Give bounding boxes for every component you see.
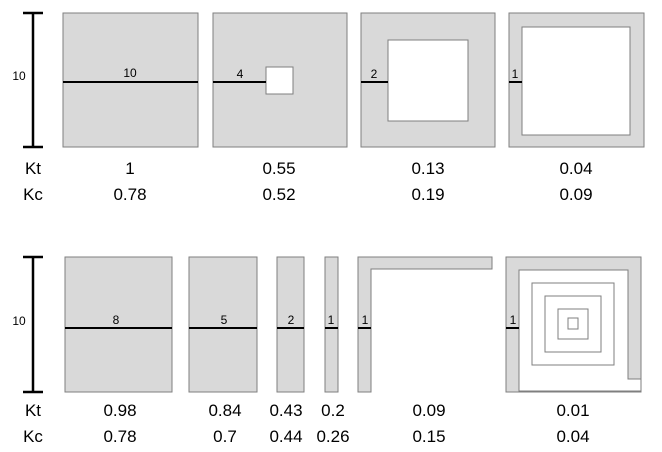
shape-l-angle: 1 (357, 256, 493, 393)
kt-row-label: Kt (25, 159, 41, 178)
shape-label: 2 (371, 67, 378, 81)
kt-value: 0.43 (269, 401, 302, 420)
kt-value: 0.98 (103, 401, 136, 420)
shape-thin-frame: 1 (508, 12, 645, 148)
kc-value: 0.78 (113, 185, 146, 204)
kt-value: 0.13 (411, 159, 444, 178)
kc-value: 0.04 (556, 427, 589, 446)
shape-label: 4 (237, 67, 244, 81)
shape-rect-thin: 1 (324, 256, 339, 393)
shape-label: 1 (328, 313, 335, 327)
kt-row-label: Kt (25, 401, 41, 420)
shape-label: 1 (510, 313, 517, 327)
shape-label: 10 (123, 66, 137, 80)
kc-value: 0.19 (411, 185, 444, 204)
kc-value: 0.7 (213, 427, 237, 446)
kt-value: 0.01 (556, 401, 589, 420)
scale-label-top: 10 (12, 69, 26, 83)
shape-label: 5 (221, 313, 228, 327)
shape-solid-square: 10 (62, 12, 199, 148)
shape-label: 1 (362, 313, 369, 327)
shape-spiral: 1 (505, 256, 642, 393)
kt-value: 1 (125, 159, 134, 178)
kc-value: 0.26 (316, 427, 349, 446)
scale-label-bottom: 10 (12, 314, 26, 328)
shape-label: 1 (512, 67, 519, 81)
kt-value: 0.04 (559, 159, 592, 178)
shape-rect-medium: 5 (188, 256, 258, 393)
kc-row-label: Kc (23, 427, 43, 446)
shape-label: 2 (288, 313, 295, 327)
kc-value: 0.78 (103, 427, 136, 446)
kc-row-label: Kc (23, 185, 43, 204)
shape-rect-wide: 8 (64, 256, 173, 393)
kc-value: 0.09 (559, 185, 592, 204)
kt-value: 0.84 (208, 401, 241, 420)
shape-square-large-hole: 2 (360, 12, 496, 148)
scale-bar-top (23, 11, 43, 149)
shape-square-small-hole: 4 (212, 12, 348, 148)
shape-label: 8 (113, 313, 120, 327)
kt-value: 0.2 (321, 401, 345, 420)
kt-value: 0.09 (412, 401, 445, 420)
shape-rect-narrow: 2 (276, 256, 305, 393)
kc-value: 0.52 (262, 185, 295, 204)
scale-bar-bottom (23, 255, 43, 394)
kc-value: 0.44 (269, 427, 302, 446)
kc-value: 0.15 (412, 427, 445, 446)
kt-value: 0.55 (262, 159, 295, 178)
